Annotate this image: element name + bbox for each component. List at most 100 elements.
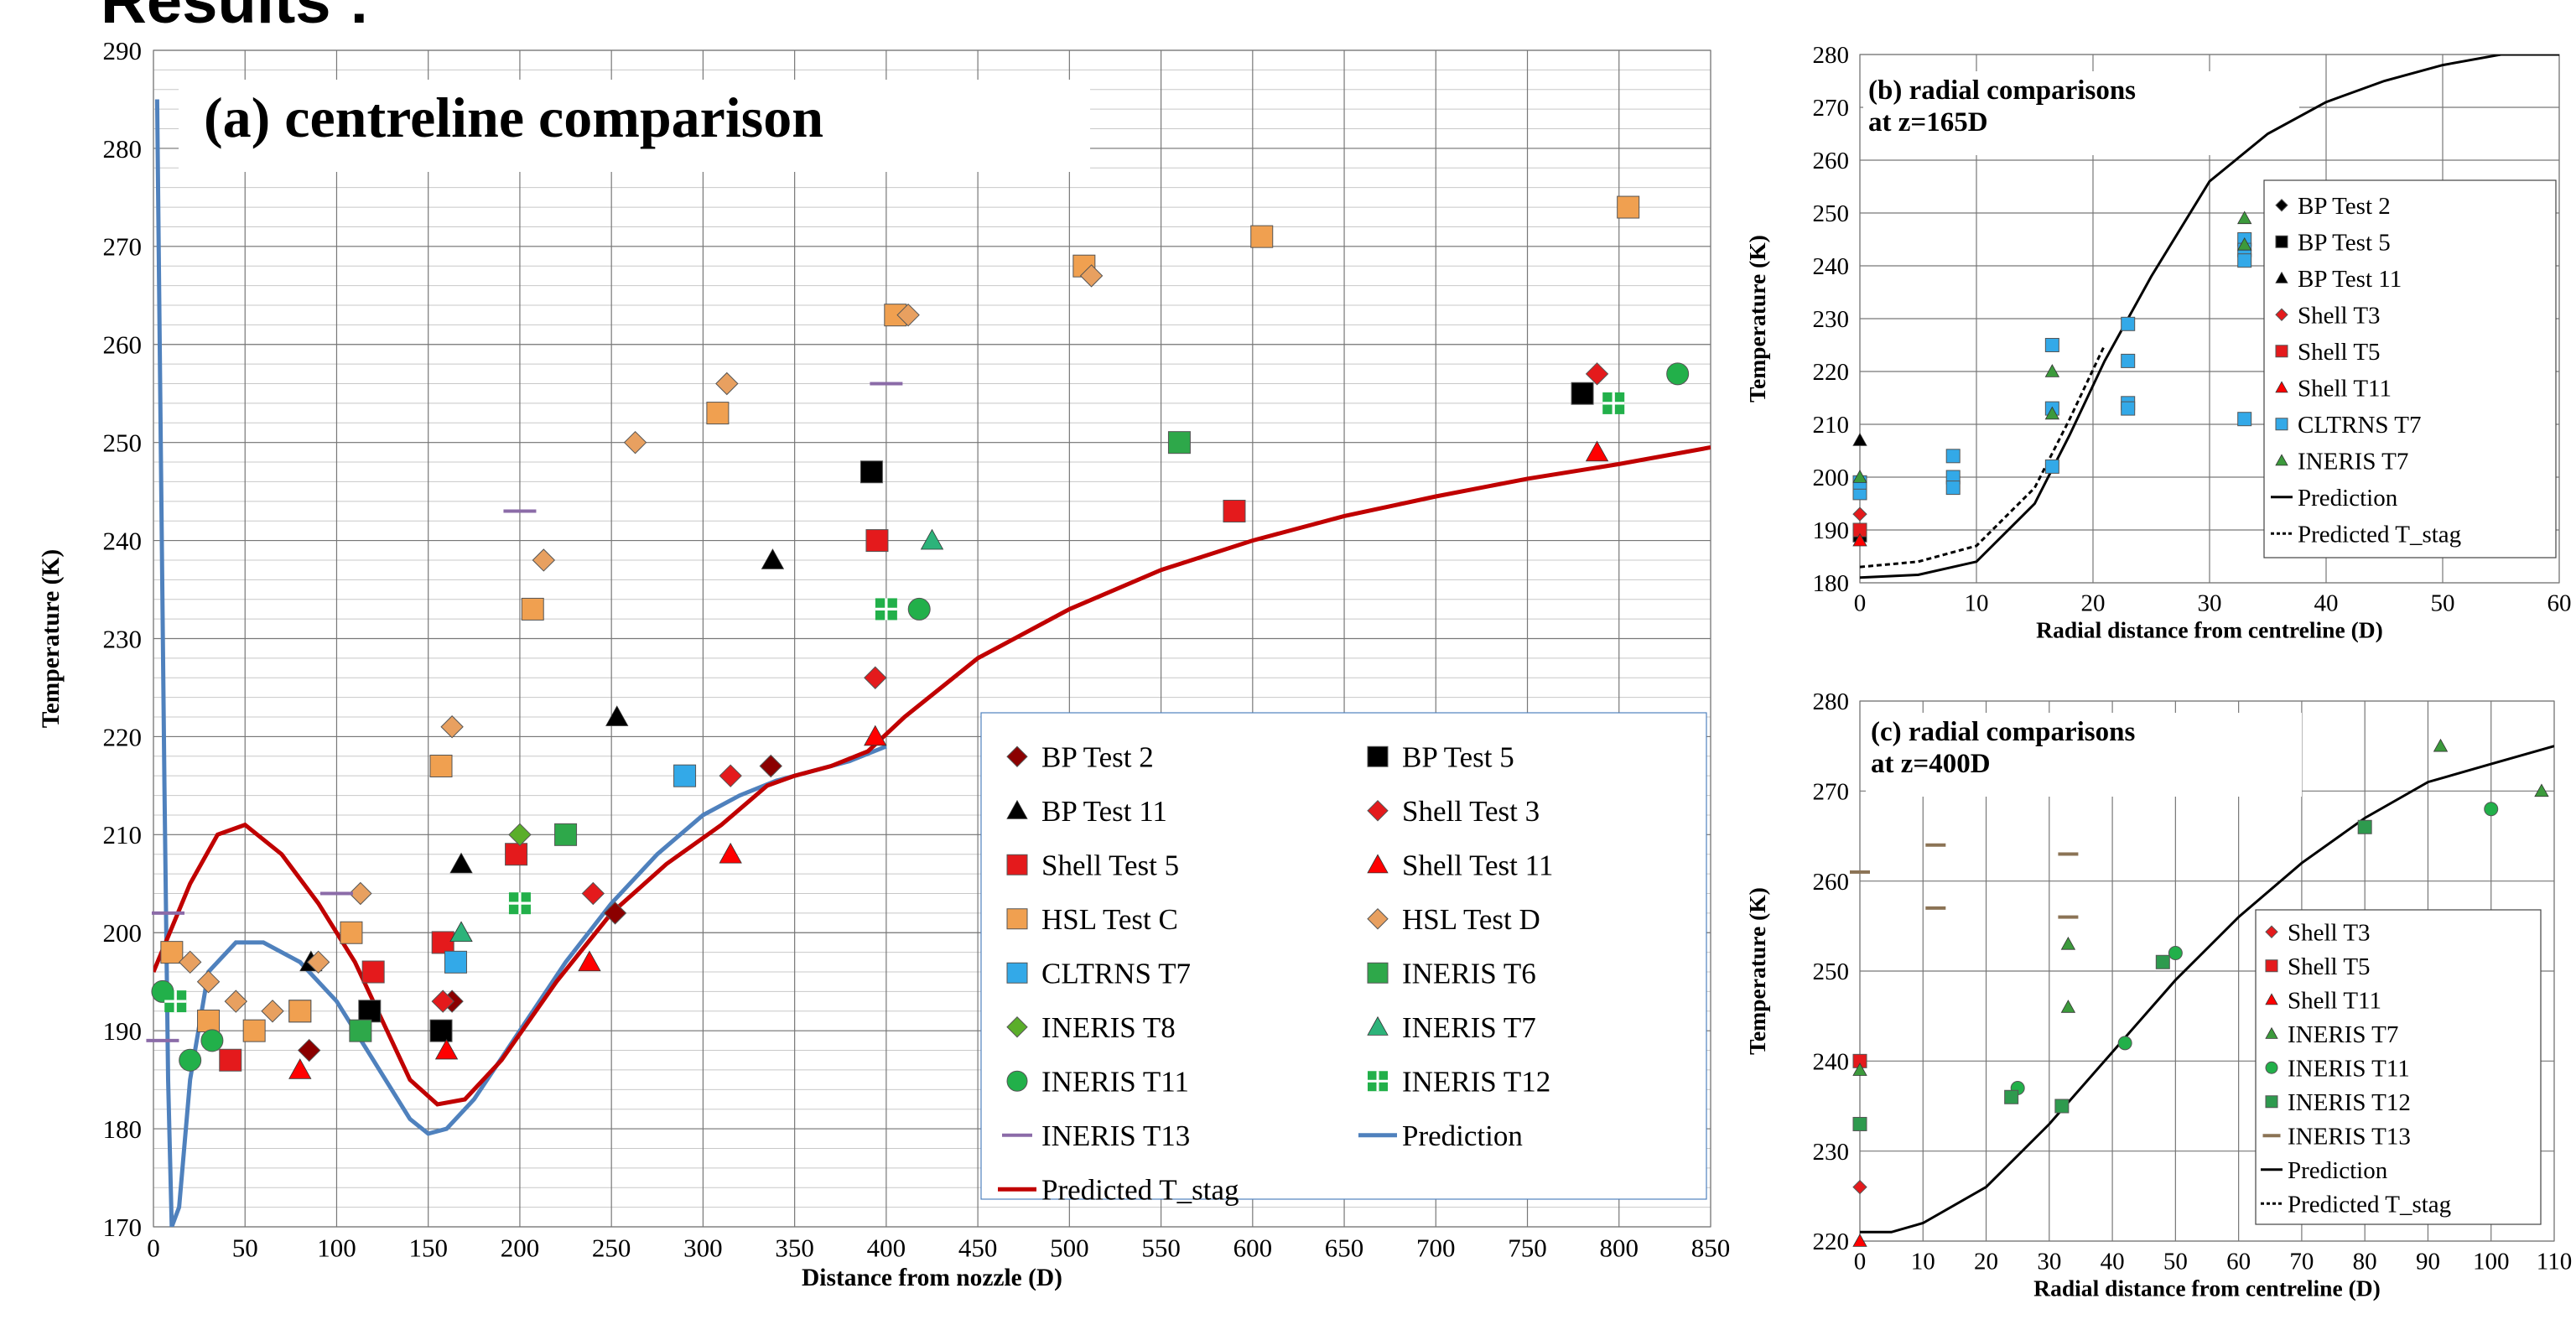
y-tick-label: 290 [103,36,143,65]
legend-marker [2265,1026,2278,1039]
legend-item-shell-test-11: Shell Test 11 [1367,849,1553,882]
x-axis-label: Radial distance from centreline (D) [2036,616,2383,642]
legend-marker [1367,962,1389,984]
legend-item-ineris-t7: INERIS T7 [2275,448,2408,475]
legend-marker [1006,1016,1028,1038]
slide-title: Results : [101,0,370,37]
legend-label: Shell Test 3 [1402,795,1540,828]
legend-label: INERIS T7 [2288,1021,2398,1048]
data-point [2237,412,2252,427]
legend-item-ineris-t7: INERIS T7 [1367,1011,1536,1044]
legend-item-bp-test-2: BP Test 2 [2275,193,2391,220]
data-point [719,764,742,787]
x-tick-label: 40 [2101,1248,2125,1275]
y-tick-label: 210 [1812,412,1849,439]
data-point [505,843,528,866]
y-tick-label: 270 [1812,778,1849,805]
y-tick-label: 250 [1812,200,1849,227]
data-point [1852,433,1867,446]
series-shell-test-11 [288,440,1609,1079]
legend-item-shell-test-3: Shell Test 3 [1367,795,1540,828]
series-shell-t11 [1852,532,1867,547]
data-point [864,725,887,746]
data-point [581,881,605,906]
legend-item-bp-test-5: BP Test 5 [2275,229,2391,256]
legend-item-cltrns-t7: CLTRNS T7 [1006,958,1191,990]
series-ineris-t6 [349,431,1191,1042]
legend-marker [2275,199,2288,212]
legend-marker [2275,308,2288,321]
data-point [2054,1099,2070,1114]
x-tick-label: 700 [1416,1234,1456,1263]
y-tick-label: 190 [1812,517,1849,544]
data-point [2117,1036,2132,1051]
x-tick-label: 30 [2198,590,2222,616]
y-tick-label: 180 [1812,570,1849,597]
data-point [1223,500,1246,523]
legend-marker [1006,908,1028,930]
data-point [1852,1062,1867,1076]
x-tick-label: 110 [2537,1248,2572,1275]
data-point [1852,1179,1867,1195]
y-tick-label: 250 [1812,958,1849,985]
legend-item-ineris-t7: INERIS T7 [2265,1021,2398,1048]
legend-item-bp-test-5: BP Test 5 [1367,741,1514,774]
legend-item-ineris-t11: INERIS T11 [2265,1055,2410,1082]
legend-marker [2275,454,2288,466]
data-point [870,382,903,386]
chart-subtitle: at z=400D [1871,749,1991,779]
y-tick-label: 220 [1812,359,1849,386]
legend-marker [1006,854,1028,875]
data-point [449,921,473,943]
data-point [431,990,454,1013]
data-point [200,1029,224,1052]
y-tick-label: 240 [1812,253,1849,280]
series-line-prediction [1860,55,2559,579]
data-point [2058,852,2079,856]
data-point [1852,1116,1867,1131]
series-ineris-t11 [2010,802,2499,1096]
data-point [288,1058,312,1079]
legend-item-hsl-test-c: HSL Test C [1006,903,1178,936]
data-point [1666,362,1690,386]
data-point [449,852,473,874]
data-point [2044,406,2060,420]
y-axis-label: Temperature (K) [38,549,65,728]
x-tick-label: 650 [1325,1234,1364,1263]
x-tick-label: 10 [1965,590,1989,616]
legend-label: BP Test 2 [1041,741,1154,774]
data-point [1850,870,1870,874]
data-point [1945,449,1961,464]
legend-item-shell-t5: Shell T5 [2265,953,2371,980]
series-ineris-t12 [1852,819,2372,1131]
data-point [179,1048,202,1072]
data-point [2433,738,2449,752]
legend-label: Shell T3 [2288,919,2371,946]
legend-item-bp-test-11: BP Test 11 [2275,266,2402,293]
series-ineris-t7 [449,528,944,943]
data-point [146,1038,179,1042]
series-hsl-test-d [178,264,1104,1023]
y-tick-label: 200 [1812,465,1849,491]
legend-item-ineris-t6: INERIS T6 [1367,958,1536,990]
legend-item-ineris-t8: INERIS T8 [1006,1011,1176,1044]
series-cltrns-t7 [444,764,697,974]
y-tick-label: 170 [103,1213,143,1242]
legend-marker [2265,1095,2278,1109]
data-point [1585,440,1609,462]
legend-label: INERIS T7 [2298,448,2408,475]
data-point [864,666,887,689]
legend-item-shell-t11: Shell T11 [2275,375,2392,402]
title-box [1866,713,2302,797]
data-point [2155,954,2170,969]
series-bp-test-11 [1852,433,1867,446]
series-line-predicted-t-stag [1860,344,2106,569]
legend-box [2263,179,2557,558]
legend-label: Shell Test 11 [1402,849,1553,882]
y-tick-label: 240 [103,526,143,555]
legend-label: BP Test 11 [1041,795,1167,828]
chart-b: 0 10 20 30 40 50 60 180 190 200 210 220 230 240 250 260… [1744,42,2572,642]
x-tick-label: 60 [2547,590,2572,616]
y-tick-label: 190 [103,1016,143,1046]
data-point [2168,946,2183,961]
